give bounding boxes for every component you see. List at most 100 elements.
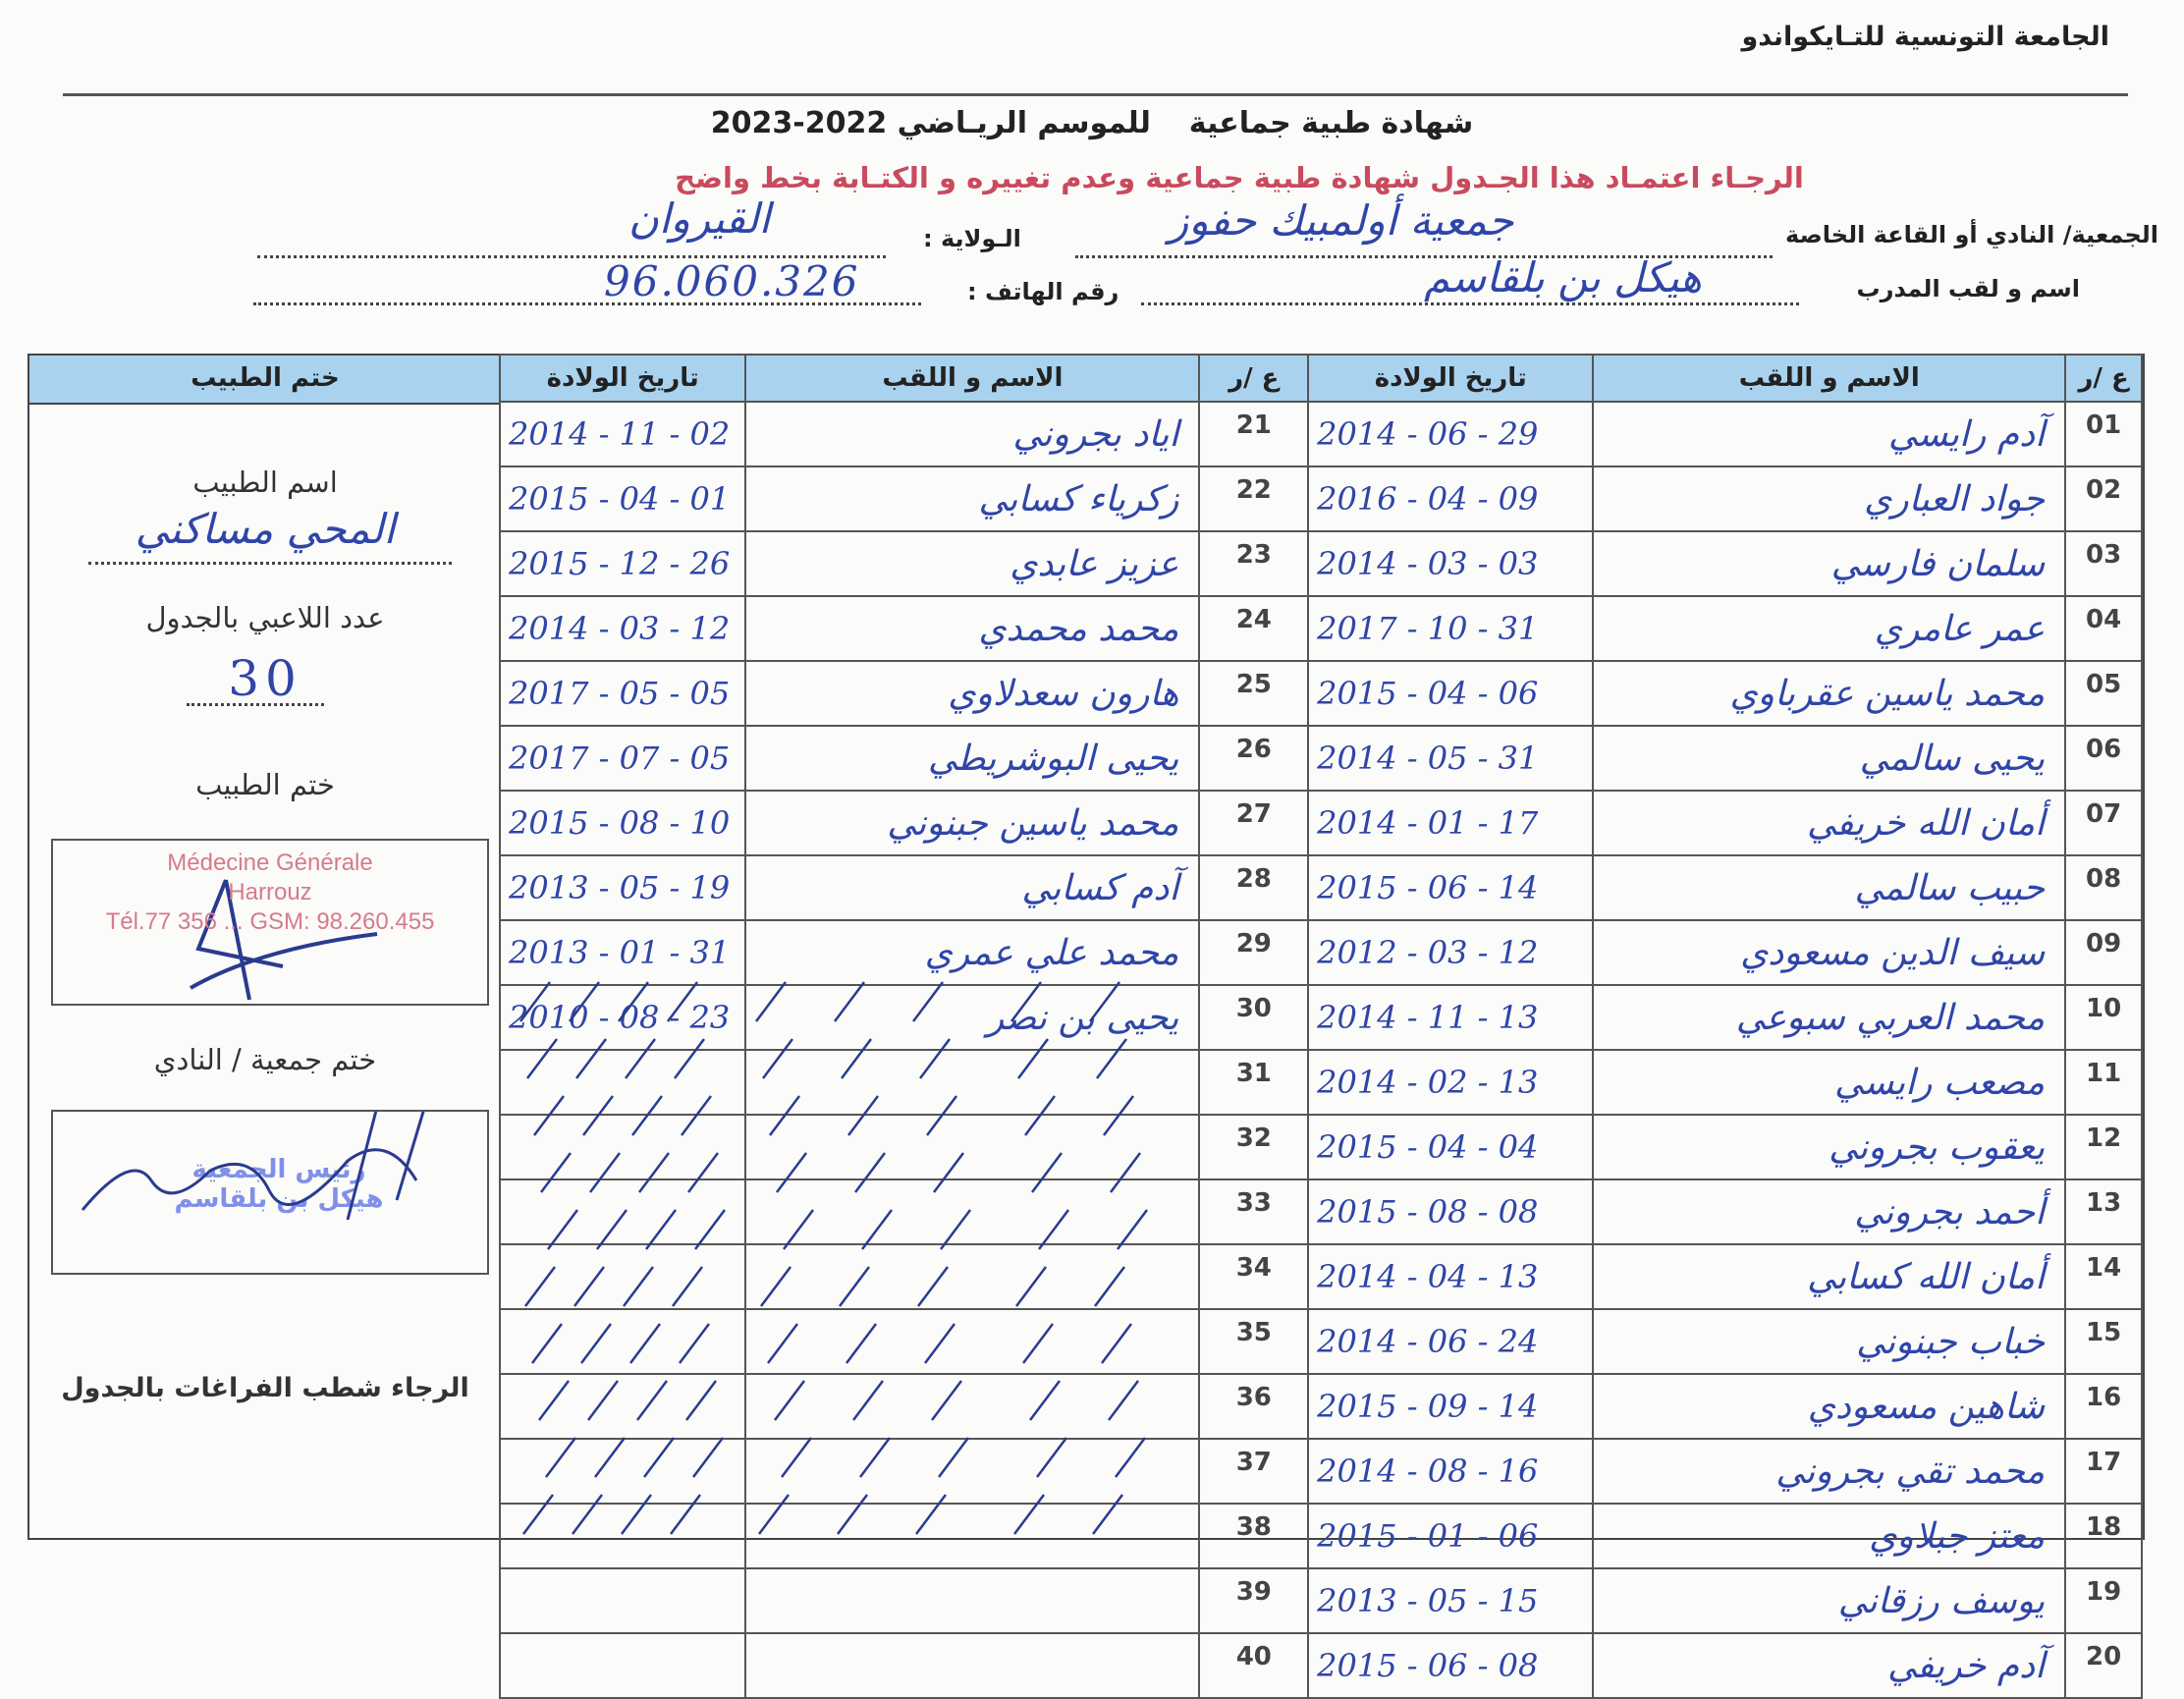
- player-name-field[interactable]: سلمان فارسي: [1592, 530, 2067, 597]
- player-name-field[interactable]: أحمد بجروني: [1592, 1178, 2067, 1245]
- player-name-field[interactable]: أمان الله كسابي: [1592, 1243, 2067, 1310]
- player-name-field[interactable]: محمد ياسين عقرباوي: [1592, 660, 2067, 727]
- player-name-field[interactable]: آدم رايسي: [1592, 401, 2067, 467]
- strike-mark: [1115, 1437, 1146, 1478]
- strike-mark: [589, 1152, 621, 1193]
- player-name-field[interactable]: معتز جبلاوي: [1592, 1503, 2067, 1569]
- birthdate-field[interactable]: 2014 - 01 - 17: [1307, 790, 1595, 856]
- birthdate-field[interactable]: 2014 - 06 - 24: [1307, 1308, 1595, 1375]
- player-name-field[interactable]: [744, 1243, 1201, 1310]
- birthdate-field[interactable]: 2015 - 04 - 04: [1307, 1114, 1595, 1180]
- player-name-field[interactable]: يحيى سالمي: [1592, 725, 2067, 792]
- club-stamp: رئيس الجمعية هيكل بن بلقاسم: [112, 1155, 446, 1214]
- strike-mark: [594, 1437, 626, 1478]
- birthdate-field[interactable]: [498, 1567, 747, 1634]
- strike-mark: [915, 1494, 947, 1535]
- player-name-field[interactable]: زكرياء كسابي: [744, 466, 1201, 532]
- state-field[interactable]: القيروان: [628, 194, 771, 243]
- strike-mark: [931, 1380, 962, 1421]
- row-number: 09: [2064, 919, 2143, 986]
- player-name-field[interactable]: محمد علي عمري: [744, 919, 1201, 986]
- row-number: 28: [1198, 854, 1310, 921]
- birthdate-field[interactable]: [498, 1373, 747, 1440]
- birthdate-field[interactable]: [498, 1243, 747, 1310]
- player-name-field[interactable]: جواد العباري: [1592, 466, 2067, 532]
- player-name-field[interactable]: [744, 1373, 1201, 1440]
- player-name-field[interactable]: يحيى بن نصر: [744, 984, 1201, 1051]
- birthdate-field[interactable]: 2015 - 06 - 08: [1307, 1632, 1595, 1699]
- player-count-field[interactable]: 30: [228, 650, 302, 707]
- birthdate-field[interactable]: 2014 - 05 - 31: [1307, 725, 1595, 792]
- player-name-field[interactable]: أمان الله خريفي: [1592, 790, 2067, 856]
- row-number: 37: [1198, 1438, 1310, 1505]
- birthdate-field[interactable]: 2017 - 10 - 31: [1307, 595, 1595, 662]
- doctor-name-field[interactable]: المحي مساكني: [135, 505, 396, 553]
- header-number: ع /ر: [2064, 354, 2143, 403]
- birthdate-field[interactable]: 2015 - 04 - 06: [1307, 660, 1595, 727]
- player-name-field[interactable]: يحيى البوشريطي: [744, 725, 1201, 792]
- row-number: 33: [1198, 1178, 1310, 1245]
- player-name-field[interactable]: خباب جبنوني: [1592, 1308, 2067, 1375]
- birthdate-field[interactable]: 2015 - 01 - 06: [1307, 1503, 1595, 1569]
- player-name-field[interactable]: هارون سعدلاوي: [744, 660, 1201, 727]
- birthdate-field[interactable]: 2015 - 09 - 14: [1307, 1373, 1595, 1440]
- birthdate-field[interactable]: 2013 - 05 - 19: [498, 854, 747, 921]
- table-row: 15 خباب جبنوني 2014 - 06 - 24 35: [498, 1308, 2143, 1375]
- player-name-field[interactable]: سيف الدين مسعودي: [1592, 919, 2067, 986]
- birthdate-field[interactable]: 2012 - 03 - 12: [1307, 919, 1595, 986]
- player-name-field[interactable]: عزيز عابدي: [744, 530, 1201, 597]
- birthdate-field[interactable]: 2015 - 06 - 14: [1307, 854, 1595, 921]
- player-name-field[interactable]: اياد بجروني: [744, 401, 1201, 467]
- player-name-field[interactable]: يعقوب بجروني: [1592, 1114, 2067, 1180]
- title-text: شهادة طبية جماعية: [1188, 106, 1474, 140]
- birthdate-field[interactable]: 2014 - 04 - 13: [1307, 1243, 1595, 1310]
- strike-mark: [629, 1323, 661, 1364]
- birthdate-field[interactable]: 2013 - 05 - 15: [1307, 1567, 1595, 1634]
- birthdate-field[interactable]: [498, 1632, 747, 1699]
- player-name-field[interactable]: آدم كسابي: [744, 854, 1201, 921]
- player-name-field[interactable]: حبيب سالمي: [1592, 854, 2067, 921]
- birthdate-field[interactable]: 2014 - 03 - 12: [498, 595, 747, 662]
- row-number: 10: [2064, 984, 2143, 1051]
- player-name-field[interactable]: محمد محمدي: [744, 595, 1201, 662]
- player-name-field[interactable]: شاهين مسعودي: [1592, 1373, 2067, 1440]
- birthdate-field[interactable]: [498, 1503, 747, 1569]
- player-name-field[interactable]: مصعب رايسي: [1592, 1049, 2067, 1116]
- strike-mark: [940, 1209, 971, 1250]
- player-name-field[interactable]: [744, 1114, 1201, 1180]
- birthdate-field[interactable]: 2014 - 02 - 13: [1307, 1049, 1595, 1116]
- player-name-field[interactable]: [744, 1049, 1201, 1116]
- birthdate-field[interactable]: 2014 - 11 - 02: [498, 401, 747, 467]
- player-name-field[interactable]: يوسف رزقاني: [1592, 1567, 2067, 1634]
- birthdate-field[interactable]: 2016 - 04 - 09: [1307, 466, 1595, 532]
- birthdate-field[interactable]: 2015 - 08 - 10: [498, 790, 747, 856]
- birthdate-field[interactable]: [498, 1308, 747, 1375]
- player-name-field[interactable]: آدم خريفي: [1592, 1632, 2067, 1699]
- birthdate-field[interactable]: 2017 - 05 - 05: [498, 660, 747, 727]
- birthdate-field[interactable]: 2014 - 06 - 29: [1307, 401, 1595, 467]
- phone-field[interactable]: 96.060.326: [604, 257, 860, 305]
- birthdate-field[interactable]: 2017 - 07 - 05: [498, 725, 747, 792]
- birthdate-field[interactable]: 2015 - 04 - 01: [498, 466, 747, 532]
- player-name-field[interactable]: [744, 1503, 1201, 1569]
- player-name-field[interactable]: عمر عامري: [1592, 595, 2067, 662]
- club-field[interactable]: جمعية أولمبيك حفوز: [1169, 196, 1514, 245]
- player-name-field[interactable]: محمد تقي بجروني: [1592, 1438, 2067, 1505]
- player-name-field[interactable]: محمد ياسين جبنوني: [744, 790, 1201, 856]
- player-name-field[interactable]: محمد العربي سبوعي: [1592, 984, 2067, 1051]
- coach-field[interactable]: هيكل بن بلقاسم: [1424, 253, 1702, 301]
- birthdate-field[interactable]: 2014 - 11 - 13: [1307, 984, 1595, 1051]
- player-name-field[interactable]: [744, 1567, 1201, 1634]
- table-row: 03 سلمان فارسي 2014 - 03 - 03 23 عزيز عابدي 2…: [498, 530, 2143, 597]
- birthdate-field[interactable]: 2014 - 08 - 16: [1307, 1438, 1595, 1505]
- player-name-field[interactable]: [744, 1438, 1201, 1505]
- doctor-stamp-label: ختم الطبيب: [195, 768, 335, 801]
- birthdate-field[interactable]: 2015 - 08 - 08: [1307, 1178, 1595, 1245]
- player-name-field[interactable]: [744, 1632, 1201, 1699]
- doctor-name-label: اسم الطبيب: [192, 466, 338, 499]
- player-name-field[interactable]: [744, 1308, 1201, 1375]
- player-name-field[interactable]: [744, 1178, 1201, 1245]
- birthdate-field[interactable]: 2015 - 12 - 26: [498, 530, 747, 597]
- birthdate-field[interactable]: 2013 - 01 - 31: [498, 919, 747, 986]
- birthdate-field[interactable]: 2014 - 03 - 03: [1307, 530, 1595, 597]
